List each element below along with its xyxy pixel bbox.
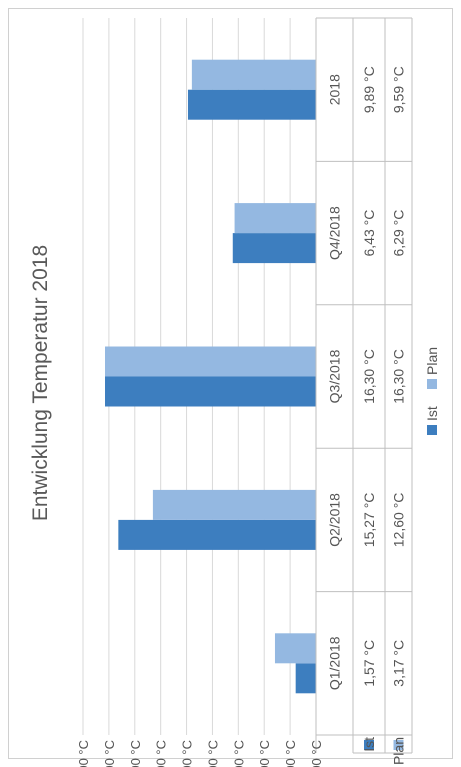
y-tick-label: 12,00 °C	[154, 740, 169, 767]
y-tick-label: 4,00 °C	[257, 740, 272, 767]
y-axis-ticks: 0,00 °C 2,00 °C 4,00 °C 6,00 °C 8,00 °C 10,00…	[76, 740, 324, 767]
table-row-header-plan: Plan	[391, 737, 407, 765]
bar-plan	[105, 346, 316, 377]
table-cell-plan: 9,59 °C	[391, 66, 407, 113]
legend-label-plan: Plan	[424, 347, 440, 375]
y-tick-label: 6,00 °C	[231, 740, 246, 767]
table-cell-plan: 3,17 °C	[391, 640, 407, 687]
table-cell-ist: 6,43 °C	[361, 210, 377, 257]
table-cell-plan: 6,29 °C	[391, 210, 407, 257]
table-cell-ist: 1,57 °C	[361, 640, 377, 687]
bar-ist	[118, 519, 316, 550]
category-label: Q4/2018	[327, 206, 343, 260]
y-tick-label: 16,00 °C	[102, 740, 117, 767]
table-key-plan	[393, 740, 404, 750]
table-cell-plan: 12,60 °C	[391, 493, 407, 548]
chart-title: Entwicklung Temperatur 2018	[29, 245, 52, 521]
bar-ist	[232, 233, 316, 264]
y-tick-label: 2,00 °C	[283, 740, 298, 767]
bars	[105, 59, 316, 694]
y-tick-label: 0,00 °C	[309, 740, 324, 767]
legend: Ist Plan	[424, 347, 440, 435]
bar-ist	[187, 89, 316, 120]
category-label: Q1/2018	[327, 636, 343, 690]
table-cell-ist: 9,89 °C	[361, 66, 377, 113]
legend-key-ist	[427, 425, 437, 435]
table-cell-ist: 15,27 °C	[361, 493, 377, 548]
data-table: Q1/2018 1,57 °C 3,17 °C Q2/2018 15,27 °C 12,6…	[315, 17, 413, 765]
table-key-ist	[364, 740, 374, 750]
bar-plan	[191, 59, 316, 90]
y-tick-label: 10,00 °C	[180, 740, 195, 767]
table-cell-plan: 16,30 °C	[391, 349, 407, 404]
bar-plan	[274, 633, 316, 664]
category-label: Q2/2018	[327, 493, 343, 547]
bar-plan	[234, 203, 316, 234]
category-label: 2018	[327, 74, 343, 105]
legend-key-plan	[427, 379, 437, 389]
y-tick-label: 18,00 °C	[76, 740, 91, 767]
table-cell-ist: 16,30 °C	[361, 349, 377, 404]
bar-plan	[152, 489, 316, 520]
category-label: Q3/2018	[327, 349, 343, 403]
bar-ist	[295, 663, 316, 694]
table-row-header-ist: Ist	[361, 737, 377, 752]
bar-ist	[105, 376, 316, 407]
y-tick-label: 8,00 °C	[205, 740, 220, 767]
y-tick-label: 14,00 °C	[128, 740, 143, 767]
legend-label-ist: Ist	[424, 406, 440, 421]
